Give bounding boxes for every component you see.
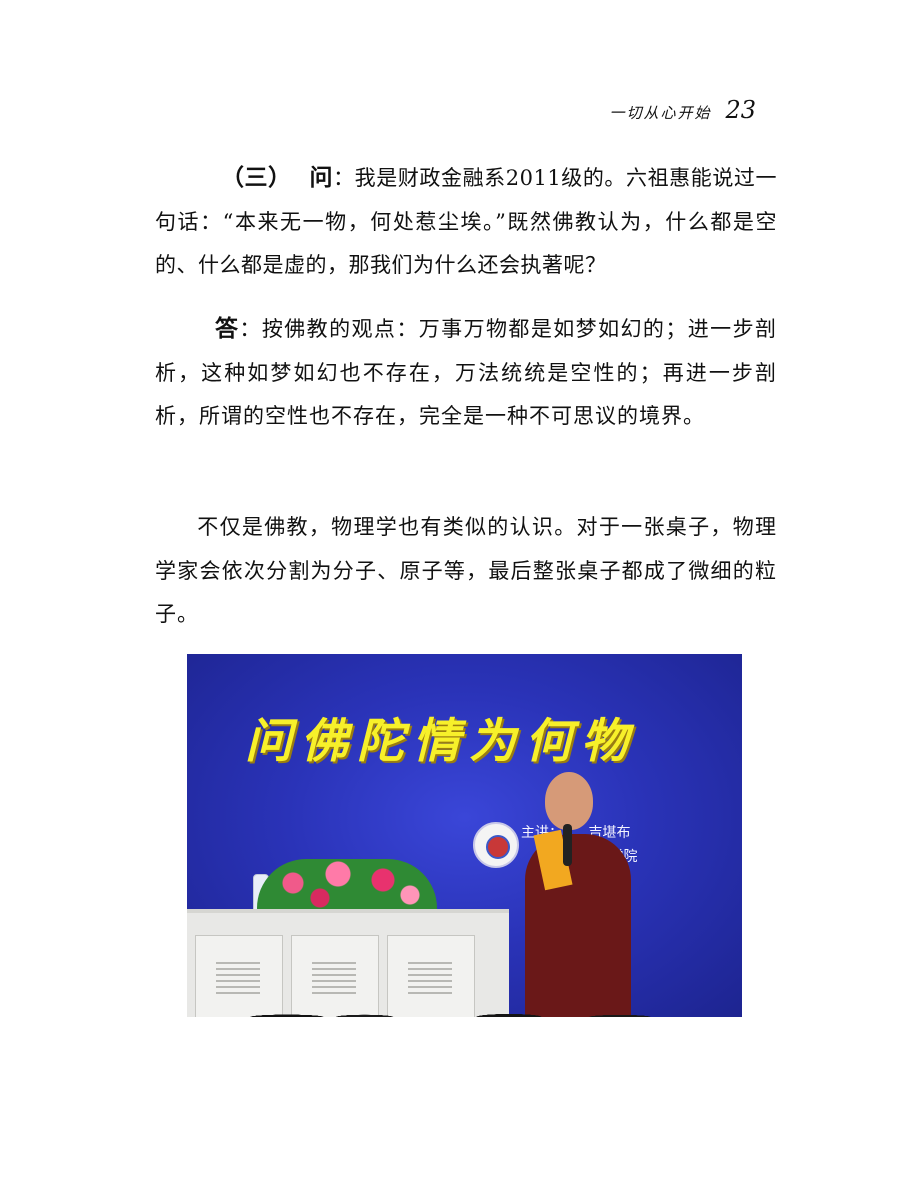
continuation-text: 不仅是佛教，物理学也有类似的认识。对于一张桌子，物理学家会依次分割为分子、原子等… [155, 515, 777, 626]
answer-text: ：按佛教的观点：万事万物都是如梦如幻的；进一步剖析，这种如梦如幻也不存在，万法统… [155, 317, 777, 428]
question-text: ：我是财政金融系2011级的。六祖惠能说过一句话：“本来无一物，何处惹尘埃。”既… [155, 166, 777, 277]
question-paragraph: （三） 问：我是财政金融系2011级的。六祖惠能说过一句话：“本来无一物，何处惹尘… [155, 157, 777, 288]
answer-label: 答 [215, 316, 239, 342]
banner-title: 问佛陀情为何物 [245, 714, 637, 769]
answer-paragraph: 答：按佛教的观点：万事万物都是如梦如幻的；进一步剖析，这种如梦如幻也不存在，万法… [155, 308, 777, 439]
question-label: 问 [309, 165, 333, 191]
lecture-photo: 问佛陀情为何物 主讲： 吉堪布 嘉庚学院 [187, 654, 742, 1017]
continuation-paragraph: 不仅是佛教，物理学也有类似的认识。对于一张桌子，物理学家会依次分割为分子、原子等… [155, 506, 777, 637]
microphone-icon [563, 824, 572, 866]
university-emblem-icon [473, 822, 519, 868]
speaker-head [545, 772, 593, 830]
page-header: 一切从心开始 23 [609, 96, 756, 124]
page-number: 23 [725, 96, 756, 124]
running-title: 一切从心开始 [609, 104, 712, 122]
audience-heads [187, 987, 742, 1017]
section-number: （三） [221, 165, 292, 191]
